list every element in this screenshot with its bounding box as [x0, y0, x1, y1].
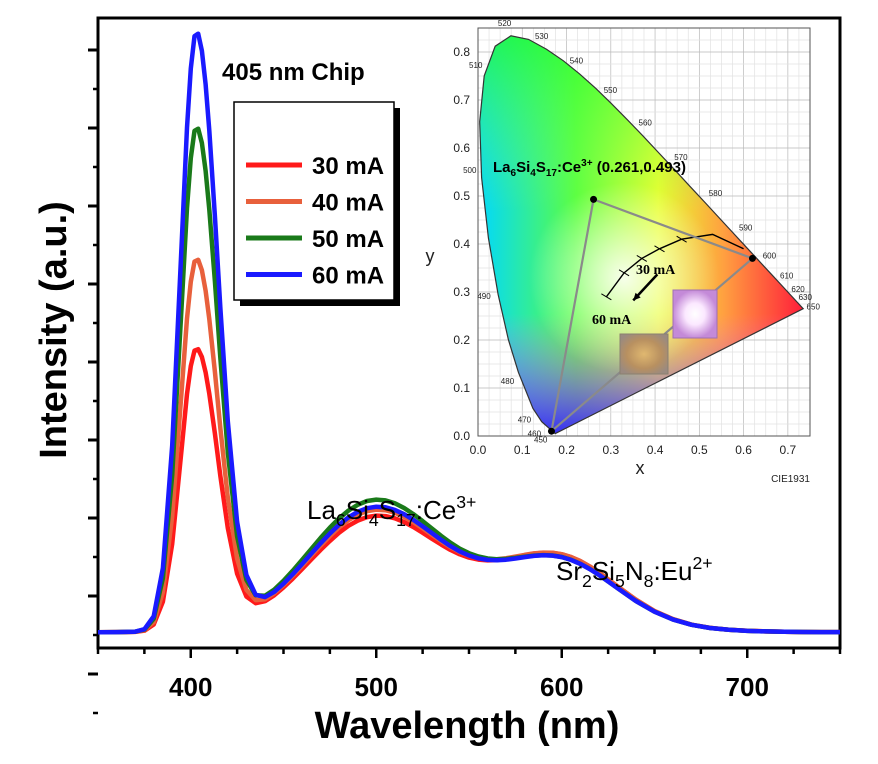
point-label: La6Si4S17:Ce3+ (0.261,0.493) [493, 158, 686, 179]
main-axis-ticks [88, 48, 842, 715]
inset-x-axis-title: x [636, 458, 645, 478]
wavelength-label: 510 [469, 61, 483, 70]
x-axis-title: Wavelength (nm) [315, 705, 620, 747]
inset-x-tick-label: 0.5 [691, 443, 708, 457]
x-tick-label: 700 [726, 672, 769, 702]
wavelength-label: 450 [534, 436, 548, 445]
inset-x-tick-label: 0.2 [558, 443, 575, 457]
color-point [590, 195, 598, 203]
legend: 30 mA 40 mA 50 mA 60 mA [233, 101, 400, 306]
x-tick-labels: 400 500 600 700 [169, 672, 769, 702]
cie-inset: 0.0 0.1 0.2 0.3 0.4 0.5 0.6 0.7 0.0 0.1 0.2 0.3 0.4 0… [426, 19, 821, 485]
legend-label: 60 mA [312, 263, 384, 290]
legend-label: 50 mA [312, 226, 384, 253]
current-label: 30 mA [636, 263, 676, 278]
isotherm-tick [618, 269, 630, 277]
led-off-photo [619, 333, 669, 375]
legend-label: 30 mA [312, 153, 384, 180]
current-label: 60 mA [592, 313, 632, 328]
inset-x-tick-label: 0.0 [470, 443, 487, 457]
isotherm-tick [601, 293, 612, 301]
inset-y-tick-label: 0.6 [453, 141, 470, 155]
wavelength-label: 620 [791, 285, 805, 294]
x-tick-label: 500 [355, 672, 398, 702]
x-tick-label: 400 [169, 672, 212, 702]
inset-y-tick-label: 0.7 [453, 93, 470, 107]
color-point [547, 427, 555, 435]
inset-y-tick-label: 0.1 [453, 381, 470, 395]
legend-title: 405 nm Chip [222, 59, 365, 86]
wavelength-label: 480 [501, 377, 515, 386]
wavelength-label: 520 [498, 19, 512, 28]
inset-footer: CIE1931 [771, 474, 810, 485]
legend-label: 40 mA [312, 190, 384, 217]
wavelength-label: 590 [739, 223, 753, 232]
wavelength-label: 460 [528, 429, 542, 438]
inset-tick-labels: 0.0 0.1 0.2 0.3 0.4 0.5 0.6 0.7 0.0 0.1 0.2 0.3 0.4 0… [453, 45, 796, 457]
arrow-head [633, 292, 641, 301]
inset-y-tick-label: 0.3 [453, 285, 470, 299]
wavelength-label: 500 [463, 166, 477, 175]
color-point [748, 254, 756, 262]
wavelength-label: 600 [763, 251, 777, 260]
spectral-locus [479, 35, 805, 435]
inset-x-tick-label: 0.1 [514, 443, 531, 457]
inset-y-tick-label: 0.0 [453, 429, 470, 443]
inset-y-tick-label: 0.2 [453, 333, 470, 347]
isotherm-tick [654, 245, 665, 253]
inset-x-tick-label: 0.6 [735, 443, 752, 457]
isotherm-tick [676, 235, 687, 243]
phosphor-annotations: La6Si4S17:Ce3+ Sr2Si5N8:Eu2+ [307, 492, 713, 591]
wavelength-label: 580 [709, 189, 723, 198]
wavelength-label: 550 [604, 86, 618, 95]
spectra-series [98, 31, 840, 635]
inset-y-axis-title: y [426, 246, 435, 266]
spectrum-line [98, 31, 840, 635]
wavelength-label: 470 [518, 415, 532, 424]
wavelength-label: 610 [780, 272, 794, 281]
wavelength-label: 560 [639, 119, 653, 128]
legend-items: 30 mA 40 mA 50 mA 60 mA [246, 153, 384, 290]
inset-y-tick-label: 0.4 [453, 237, 470, 251]
inset-y-tick-label: 0.8 [453, 45, 470, 59]
inset-y-tick-label: 0.5 [453, 189, 470, 203]
inset-x-tick-label: 0.7 [780, 443, 797, 457]
formula-label: La6Si4S17:Ce3+ [307, 492, 476, 530]
isotherm-tick [636, 254, 648, 262]
wavelength-label: 570 [674, 153, 688, 162]
formula-label: Sr2Si5N8:Eu2+ [556, 553, 713, 591]
wavelength-label: 530 [535, 32, 549, 41]
y-axis-title: Intensity (a.u.) [33, 201, 75, 459]
wavelength-label: 490 [477, 292, 491, 301]
inset-x-tick-label: 0.4 [647, 443, 664, 457]
inset-frame [477, 27, 811, 437]
inset-x-tick-label: 0.3 [602, 443, 619, 457]
led-on-photo [672, 289, 718, 339]
wavelength-label: 650 [807, 302, 821, 311]
x-tick-label: 600 [540, 672, 583, 702]
wavelength-label: 540 [570, 56, 584, 65]
wavelength-label: 630 [799, 293, 813, 302]
